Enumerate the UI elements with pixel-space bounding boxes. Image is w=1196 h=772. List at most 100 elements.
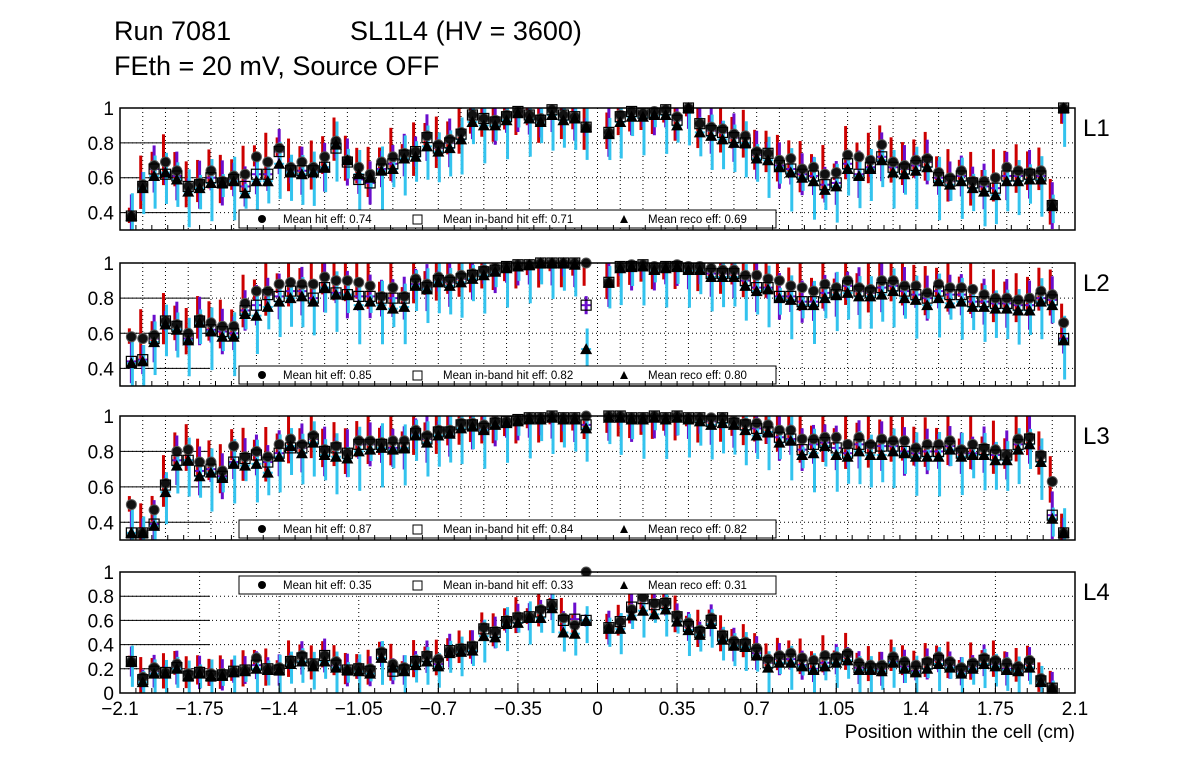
legend-in-band-label: Mean in-band hit eff: 0.71	[443, 214, 573, 226]
hit-point	[819, 649, 831, 661]
reco-point	[739, 424, 752, 436]
reco-point	[989, 660, 1002, 672]
reco-point	[136, 526, 149, 538]
hit-point	[1058, 317, 1070, 329]
layer-label: L1	[1083, 115, 1110, 142]
reco-point	[398, 300, 411, 312]
hit-point	[319, 271, 331, 283]
hit-point	[228, 320, 240, 332]
reco-point	[239, 307, 252, 319]
y-tick-label: 0.8	[88, 587, 114, 608]
reco-point	[341, 154, 354, 166]
layer-label: L4	[1083, 579, 1110, 606]
reco-point	[284, 657, 297, 669]
hit-point	[898, 435, 910, 447]
legend-in-band-label: Mean in-band hit eff: 0.33	[443, 580, 573, 592]
reco-point	[932, 657, 945, 669]
legend-in-band-label: Mean in-band hit eff: 0.82	[443, 370, 573, 382]
reco-point	[216, 176, 229, 188]
reco-point	[341, 664, 354, 676]
reco-point	[614, 262, 627, 274]
reco-point	[148, 336, 161, 348]
reco-point	[125, 357, 138, 369]
x-tick-label: −1.05	[335, 699, 383, 720]
reco-point	[375, 299, 388, 311]
reco-point	[1000, 664, 1013, 676]
reco-point	[602, 128, 615, 140]
reco-point	[557, 413, 570, 425]
reco-point	[852, 290, 865, 302]
hit-point	[989, 172, 1001, 184]
reco-point	[307, 166, 320, 178]
reco-point	[750, 429, 763, 441]
reco-point	[909, 666, 922, 678]
reco-point	[261, 175, 274, 187]
reco-point	[727, 639, 740, 651]
reco-point	[500, 618, 513, 630]
reco-point	[432, 145, 445, 157]
reco-point	[580, 422, 593, 434]
reco-point	[1023, 304, 1036, 316]
reco-point	[636, 413, 649, 425]
hit-point	[933, 278, 945, 290]
reco-point	[1034, 173, 1047, 185]
reco-point	[159, 486, 172, 498]
reco-point	[762, 425, 775, 437]
legend-in-band-marker	[412, 580, 423, 591]
reco-point	[477, 424, 490, 436]
reco-point	[818, 292, 831, 304]
reco-point	[477, 630, 490, 642]
reco-point	[841, 163, 854, 174]
reco-point	[739, 641, 752, 653]
reco-point	[887, 166, 900, 178]
hit-point	[148, 160, 160, 172]
reco-point	[284, 440, 297, 452]
reco-point	[318, 281, 331, 293]
reco-point	[398, 152, 411, 164]
reco-point	[261, 664, 274, 676]
reco-point	[284, 292, 297, 304]
reco-point	[727, 418, 740, 430]
hit-point	[796, 433, 808, 445]
reco-point	[1034, 676, 1047, 688]
reco-point	[602, 276, 615, 288]
hit-point	[773, 424, 785, 436]
reco-point	[227, 457, 240, 469]
legend-reco-label: Mean reco eff: 0.31	[648, 580, 747, 592]
hit-point	[387, 282, 399, 294]
reco-point	[409, 279, 422, 291]
y-tick-label: 0.4	[88, 359, 115, 380]
reco-point	[841, 286, 854, 298]
reco-point	[409, 429, 422, 441]
reco-point	[170, 662, 183, 674]
reco-point	[671, 119, 684, 131]
reco-point	[318, 161, 331, 173]
reco-point	[1034, 295, 1047, 307]
x-tick-label: 1.4	[903, 699, 930, 720]
reco-point	[239, 459, 252, 471]
reco-point	[989, 454, 1002, 466]
reco-point	[705, 129, 718, 141]
reco-point	[227, 175, 240, 187]
reco-point	[1000, 175, 1013, 187]
reco-point	[716, 133, 729, 145]
legend-hit-label: Mean hit eff: 0.85	[283, 370, 372, 382]
reco-point	[261, 300, 274, 312]
y-tick-label: 0.8	[88, 289, 114, 310]
y-tick-label: 0.2	[88, 660, 114, 681]
reco-point	[580, 121, 593, 133]
reco-point	[375, 441, 388, 453]
reco-point	[852, 169, 865, 181]
reco-point	[705, 271, 718, 283]
reco-point	[943, 297, 956, 309]
reco-point	[955, 450, 968, 462]
reco-point	[386, 302, 399, 314]
reco-point	[636, 604, 649, 616]
reco-point	[136, 676, 149, 688]
x-tick-label: −0.7	[420, 699, 458, 720]
reco-point	[398, 441, 411, 453]
reco-point	[148, 169, 161, 181]
reco-point	[1000, 454, 1013, 466]
x-tick-label: −1.4	[260, 699, 298, 720]
reco-point	[966, 182, 979, 194]
